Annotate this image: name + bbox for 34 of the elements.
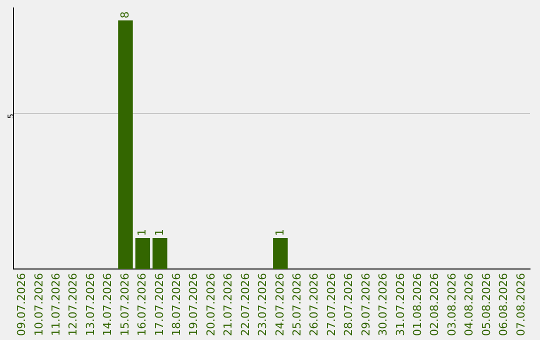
x-tick-label: 25.07.2026 bbox=[290, 273, 304, 336]
x-tick-label: 13.07.2026 bbox=[84, 273, 97, 336]
x-tick-label: 23.07.2026 bbox=[256, 273, 270, 336]
x-tick-label: 19.07.2026 bbox=[187, 273, 200, 336]
x-tick-label: 24.07.2026 bbox=[273, 273, 286, 336]
x-tick-label: 02.08.2026 bbox=[428, 273, 442, 336]
x-tick-label: 10.07.2026 bbox=[32, 273, 46, 336]
x-tick-label: 21.07.2026 bbox=[222, 273, 235, 336]
x-tick-label: 15.07.2026 bbox=[118, 273, 132, 336]
x-tick-label: 31.07.2026 bbox=[394, 273, 407, 336]
data-label: 1 bbox=[273, 228, 286, 236]
x-tick-label: 20.07.2026 bbox=[204, 273, 218, 336]
x-tick-label: 04.08.2026 bbox=[462, 273, 476, 336]
x-tick-label: 26.07.2026 bbox=[308, 273, 321, 336]
x-tick-label: 16.07.2026 bbox=[136, 273, 149, 336]
data-label: 1 bbox=[152, 228, 166, 236]
data-label: 8 bbox=[118, 11, 132, 18]
x-tick-label: 30.07.2026 bbox=[376, 273, 390, 336]
x-tick-label: 09.07.2026 bbox=[15, 273, 28, 336]
x-tick-label: 12.07.2026 bbox=[66, 273, 80, 336]
x-tick-label: 11.07.2026 bbox=[49, 273, 62, 336]
x-tick-label: 03.08.2026 bbox=[445, 273, 458, 336]
x-tick-label: 22.07.2026 bbox=[238, 273, 252, 336]
x-tick-label: 01.08.2026 bbox=[410, 273, 424, 336]
x-tick-label: 17.07.2026 bbox=[152, 273, 166, 336]
x-tick-label: 06.08.2026 bbox=[497, 273, 510, 336]
data-label: 1 bbox=[136, 228, 149, 236]
x-tick-label: 28.07.2026 bbox=[342, 273, 356, 336]
x-tick-label: 18.07.2026 bbox=[170, 273, 183, 336]
x-tick-label: 14.07.2026 bbox=[101, 273, 114, 336]
x-tick-label: 07.08.2026 bbox=[514, 273, 528, 336]
x-tick-label: 27.07.2026 bbox=[324, 273, 338, 336]
x-tick-label: 05.08.2026 bbox=[480, 273, 493, 336]
x-tick-label: 29.07.2026 bbox=[359, 273, 372, 336]
